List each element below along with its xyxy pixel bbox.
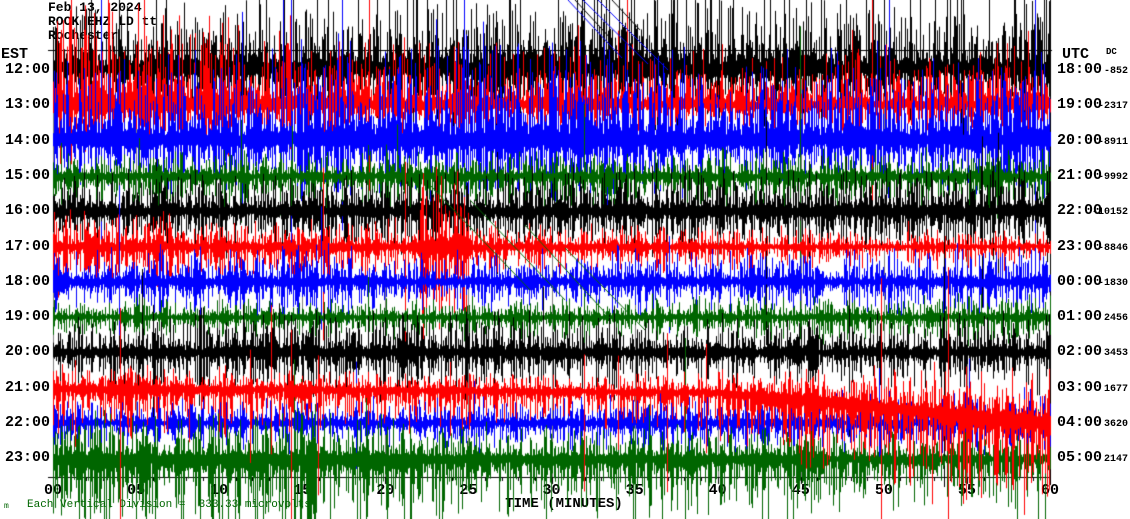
est-time-label: 12:00	[4, 61, 50, 78]
minute-tick-label: 00	[43, 482, 62, 499]
dc-offset-value: -10152	[1091, 207, 1128, 219]
est-time-label: 19:00	[4, 308, 50, 326]
est-time-label: 13:00	[4, 96, 50, 114]
minute-tick-label: 45	[791, 482, 810, 499]
minute-tick-label: 60	[1040, 482, 1059, 499]
minute-tick-label: 10	[210, 482, 229, 499]
minute-tick-label: 40	[708, 482, 727, 499]
est-time-label: 18:00	[4, 272, 50, 290]
vertical-division-note: Each Vertical Division = 333.33 microvol…	[27, 499, 311, 511]
dc-offset-value: 2147	[1103, 454, 1128, 466]
dc-offset-value: -8911	[1097, 136, 1128, 148]
est-time-label: 23:00	[4, 449, 50, 467]
header-station: ROCK EHZ LD tt	[48, 14, 158, 29]
dc-offset-value: 3620	[1103, 419, 1128, 430]
minute-tick-label: 05	[127, 482, 146, 499]
est-time-label: 17:00	[4, 237, 50, 255]
est-time-label: 22:00	[4, 414, 50, 431]
est-time-label: 21:00	[4, 378, 50, 396]
dc-offset-value: -2317	[1097, 101, 1128, 113]
est-time-label: 14:00	[4, 131, 50, 149]
minute-tick-label: 15	[293, 482, 312, 499]
header-location: Rochester	[48, 28, 119, 43]
minute-tick-label: 50	[874, 482, 893, 499]
dc-axis-header: DC	[1106, 47, 1117, 57]
dc-offset-value: 2456	[1103, 313, 1128, 325]
dc-offset-value: -852	[1103, 66, 1128, 77]
minute-tick-label: 20	[376, 482, 395, 499]
est-time-label: 16:00	[4, 202, 50, 220]
est-time-label: 15:00	[4, 166, 50, 184]
corner-mark: m	[4, 502, 9, 511]
header-date: Feb 13, 2024	[48, 0, 142, 15]
time-axis-title: TIME (MINUTES)	[505, 496, 623, 512]
dc-offset-value: 1677	[1103, 383, 1128, 395]
est-time-label: 20:00	[4, 343, 50, 361]
dc-offset-value: -9992	[1097, 171, 1128, 183]
minute-tick-label: 55	[957, 482, 976, 499]
dc-offset-value: 3453	[1103, 348, 1128, 360]
dc-offset-value: -8846	[1097, 242, 1128, 254]
dc-offset-value: -1830	[1097, 277, 1128, 289]
